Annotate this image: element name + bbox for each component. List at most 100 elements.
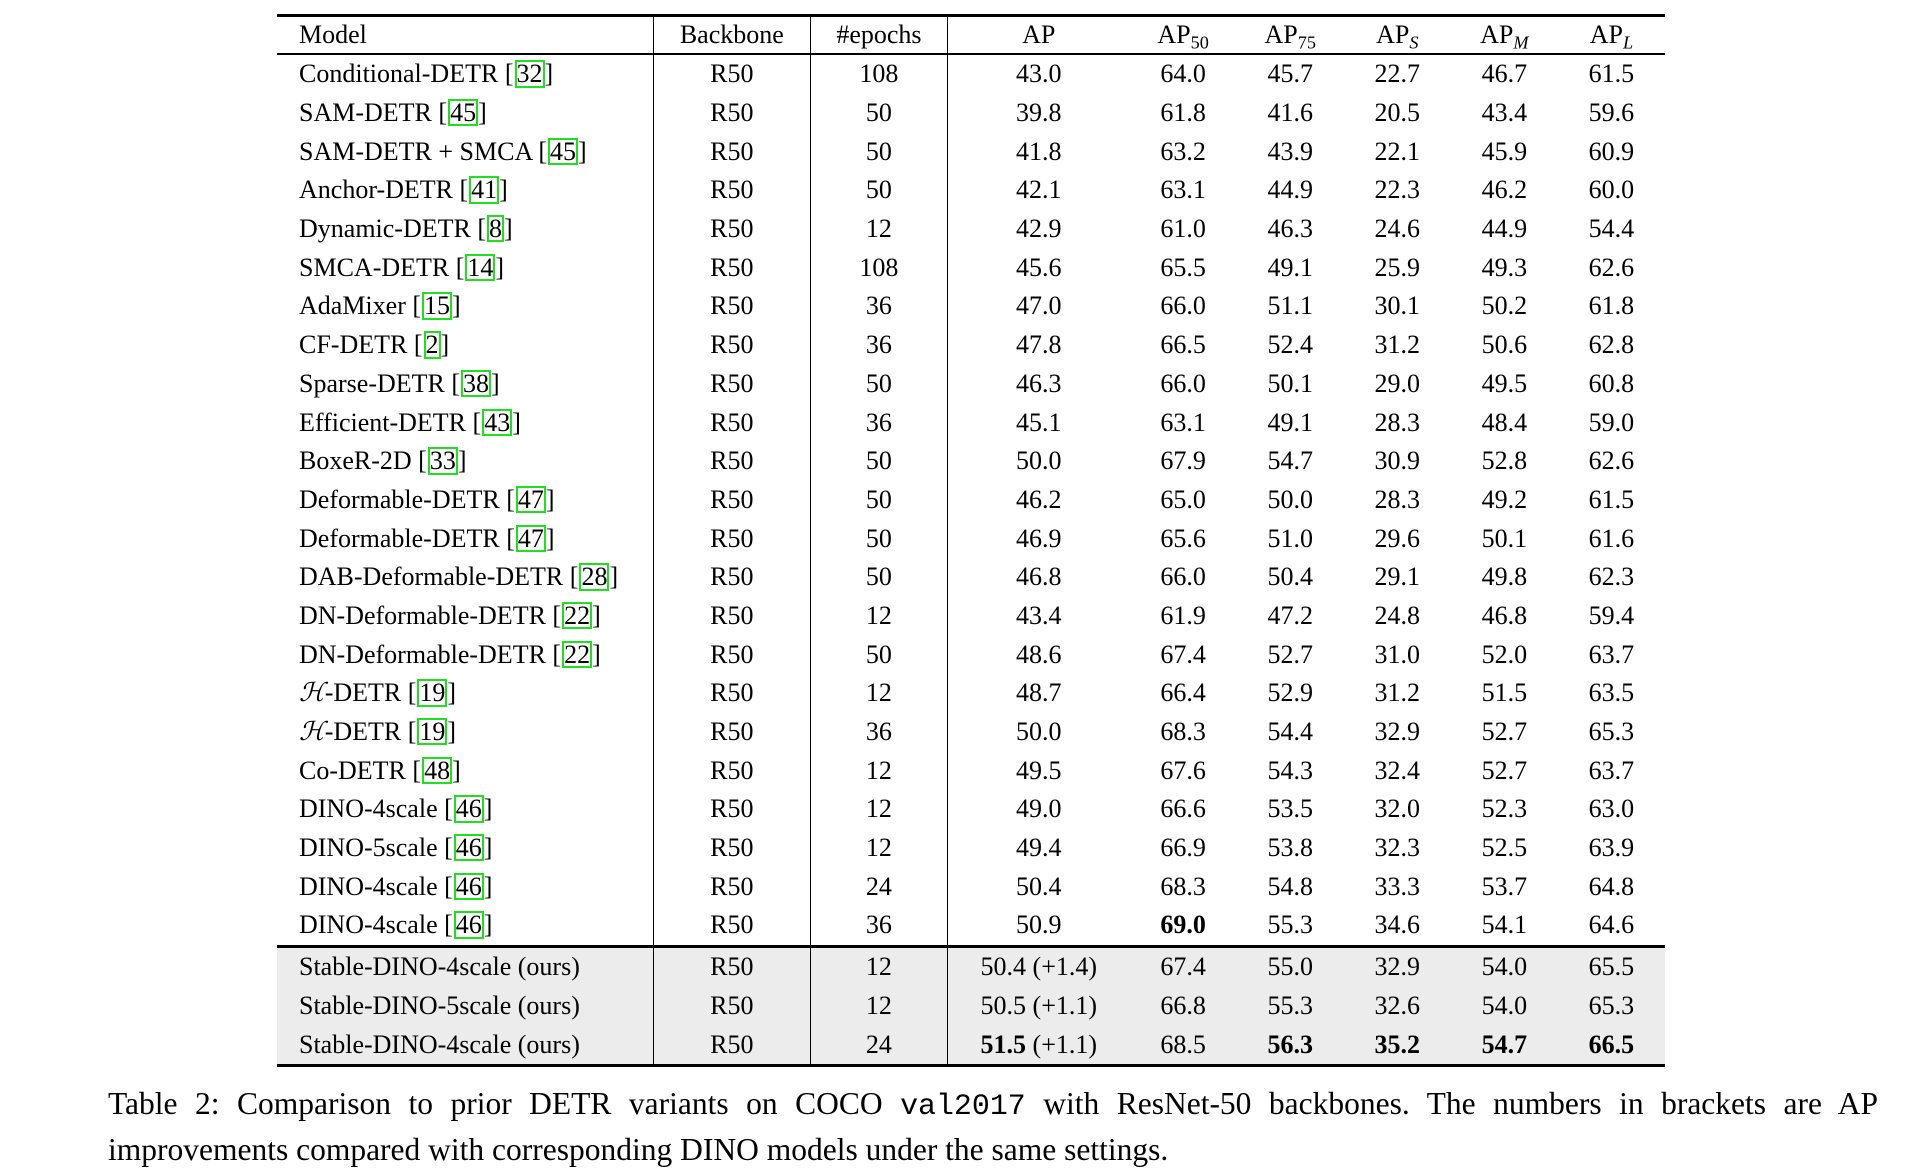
header-ap: AP [1022,20,1056,49]
cell-epochs: 12 [810,596,948,636]
cell-ap: 48.6 [947,635,1129,674]
cell-apl: 59.0 [1588,407,1635,437]
cell-apm: 49.8 [1481,562,1528,592]
cell-epochs: 12 [810,946,948,987]
cell-apm: 54.0 [1450,986,1558,1026]
table-row: Co-DETR [48] R50 12 49.5 67.6 54.3 32.4 52.7 63.… [277,751,1665,791]
cell-aps: 35.2 [1343,1025,1451,1067]
citation-link[interactable]: 41 [469,175,500,205]
header-ap50: AP50 [1157,20,1209,53]
model-name: DAB-Deformable-DETR [299,562,564,592]
citation-link[interactable]: 2 [423,330,441,360]
table-row: DINO-4scale [46] R50 12 49.0 66.6 53.5 32.0 52.… [277,790,1665,829]
model-prefix: ℋ [299,717,325,748]
cell-ap75: 55.0 [1236,946,1344,987]
ap-value: 48.7 [1016,678,1062,708]
table-row: Anchor-DETR [41] R50 50 42.1 63.1 44.9 22.3 46.… [277,171,1665,210]
cell-backbone: R50 [653,596,811,636]
cell-apm: 50.1 [1481,523,1528,553]
cell-ap: 49.4 [947,829,1129,868]
citation-link[interactable]: 43 [482,407,513,437]
cell-apl: 61.6 [1588,523,1635,553]
citation-link[interactable]: 19 [417,678,448,708]
cell-ap75: 52.7 [1267,639,1313,669]
cell-ap75: 46.3 [1267,214,1313,244]
cell-aps: 28.3 [1374,407,1421,437]
cell-backbone: R50 [653,325,811,365]
table-row: ℋ-DETR [19] R50 12 48.7 66.4 52.9 31.2 51.5 63.5 [277,674,1665,713]
cell-aps: 22.1 [1374,136,1421,166]
header-backbone: Backbone [653,15,811,54]
header-aps: APS [1376,20,1419,53]
cell-epochs: 36 [810,906,948,948]
cell-apm: 50.2 [1481,291,1528,321]
cell-apl: 62.8 [1588,330,1635,360]
cell-ap: 49.0 [947,790,1129,829]
model-name: Dynamic-DETR [299,214,471,244]
model-name: DN-Deformable-DETR [299,639,546,669]
cell-backbone: R50 [653,519,811,558]
cell-ap50: 61.8 [1160,98,1206,128]
ap-value: 50.4 [980,952,1027,982]
citation-link[interactable]: 28 [579,562,610,592]
citation-link[interactable]: 45 [548,136,578,166]
cell-aps: 24.8 [1374,600,1421,630]
citation-link[interactable]: 33 [427,446,458,476]
model-name: Efficient-DETR [299,407,467,437]
cell-apm: 50.6 [1481,330,1528,360]
table-row: AdaMixer [15] R50 36 47.0 66.0 51.1 30.1 50.2 61… [277,287,1665,326]
cell-backbone: R50 [653,635,811,674]
cell-backbone: R50 [653,364,811,404]
cell-epochs: 12 [810,828,948,868]
model-name: Deformable-DETR [299,484,500,514]
cell-aps: 29.0 [1374,368,1421,398]
model-name: DINO-5scale [299,833,438,863]
cell-epochs: 50 [810,364,948,404]
citation-link[interactable]: 32 [514,59,545,89]
citation-link[interactable]: 45 [448,98,479,128]
cell-aps: 32.3 [1374,833,1421,863]
cell-backbone: R50 [653,93,811,133]
citation-link[interactable]: 15 [422,291,453,321]
caption-text-2: with ResNet-50 backbones. The numbers in… [108,1086,1878,1167]
cell-ap75: 50.0 [1267,484,1313,514]
cell-apm: 49.3 [1481,252,1528,282]
model-name: Deformable-DETR [299,523,500,553]
cell-aps: 32.6 [1343,986,1451,1026]
cell-ap50: 66.0 [1160,291,1206,321]
cell-epochs: 50 [810,132,948,172]
citation-link[interactable]: 46 [453,910,484,940]
citation-link[interactable]: 22 [562,600,593,630]
caption-code: val2017 [900,1089,1026,1123]
citation-link[interactable]: 19 [417,717,448,747]
cell-aps: 32.9 [1343,946,1451,987]
cell-apl: 59.6 [1588,98,1635,128]
cell-epochs: 50 [810,93,948,133]
model-name: Anchor-DETR [299,175,453,205]
cell-apm: 46.2 [1481,175,1528,205]
cell-ap75: 55.3 [1236,906,1344,948]
cell-apl: 63.7 [1588,755,1635,785]
cell-apm: 46.8 [1481,600,1528,630]
cell-apl: 66.5 [1557,1025,1665,1067]
citation-link[interactable]: 48 [422,755,453,785]
cell-ap50: 66.8 [1129,986,1237,1026]
cell-ap: 46.2 [947,481,1129,520]
citation-link[interactable]: 47 [515,523,546,553]
citation-link[interactable]: 46 [453,833,484,863]
cell-ap: 47.8 [947,326,1129,365]
citation-link[interactable]: 46 [453,794,484,824]
cell-apm: 46.7 [1481,59,1528,89]
cell-epochs: 12 [810,209,948,249]
table-row: Deformable-DETR [47] R50 50 46.2 65.0 50.0 28.… [277,480,1665,520]
citation-link[interactable]: 22 [562,639,593,669]
table-row: CF-DETR [2] R50 36 47.8 66.5 52.4 31.2 50.6 62.8 [277,325,1665,365]
citation-link[interactable]: 8 [487,214,505,244]
citation-link[interactable]: 47 [515,484,546,514]
citation-link[interactable]: 14 [465,252,496,282]
citation-link[interactable]: 38 [461,368,492,398]
ap-value: 50.5 [980,990,1027,1020]
citation-link[interactable]: 46 [453,871,484,901]
cell-apm: 52.7 [1481,717,1528,747]
cell-apl: 60.9 [1588,136,1635,166]
